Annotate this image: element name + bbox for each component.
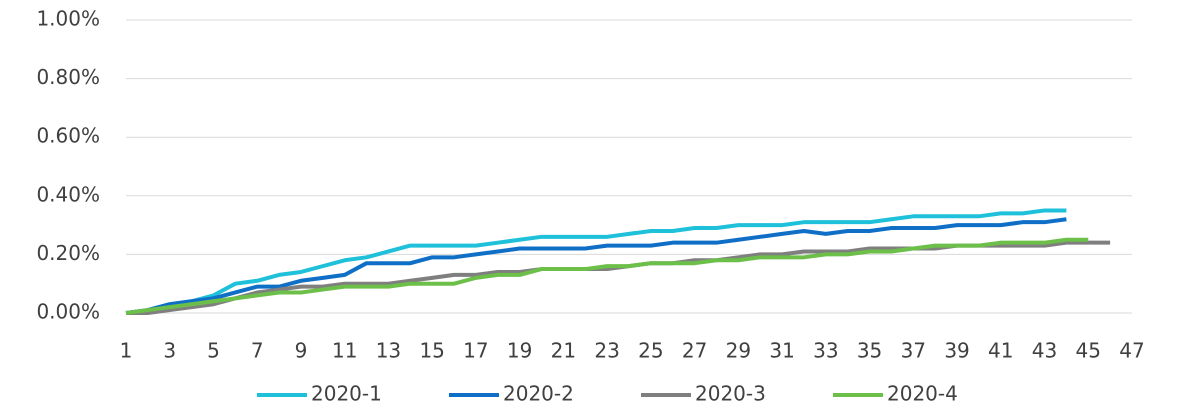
x-tick-label: 37 (901, 339, 926, 363)
x-tick-label: 9 (295, 339, 308, 363)
y-tick-label: 0.20% (36, 241, 100, 265)
x-tick-label: 41 (988, 339, 1013, 363)
legend-label: 2020-1 (311, 382, 382, 406)
y-tick-label: 1.00% (36, 7, 100, 31)
x-tick-label: 1 (120, 339, 133, 363)
series-line (125, 217, 1067, 315)
y-tick-label: 0.40% (36, 182, 100, 206)
x-tick-label: 39 (944, 339, 969, 363)
x-tick-label: 43 (1032, 339, 1057, 363)
x-tick-label: 35 (857, 339, 882, 363)
x-tick-label: 21 (551, 339, 576, 363)
x-tick-label: 5 (207, 339, 220, 363)
x-tick-label: 15 (419, 339, 444, 363)
x-tick-label: 45 (1076, 339, 1101, 363)
legend-label: 2020-2 (503, 382, 574, 406)
x-tick-label: 47 (1119, 339, 1144, 363)
x-tick-label: 23 (594, 339, 619, 363)
y-tick-label: 0.00% (36, 300, 100, 324)
series-line (125, 237, 1089, 315)
x-tick-label: 13 (376, 339, 401, 363)
x-tick-label: 33 (813, 339, 838, 363)
series-line (125, 208, 1067, 315)
x-tick-label: 17 (463, 339, 488, 363)
x-tick-label: 11 (332, 339, 357, 363)
x-tick-label: 31 (769, 339, 794, 363)
y-tick-label: 0.60% (36, 124, 100, 148)
x-tick-label: 27 (682, 339, 707, 363)
x-tick-label: 3 (163, 339, 176, 363)
x-tick-label: 7 (251, 339, 264, 363)
x-tick-label: 25 (638, 339, 663, 363)
x-tick-label: 29 (726, 339, 751, 363)
x-tick-label: 19 (507, 339, 532, 363)
legend-label: 2020-4 (887, 382, 958, 406)
y-tick-label: 0.80% (36, 65, 100, 89)
legend-label: 2020-3 (695, 382, 766, 406)
